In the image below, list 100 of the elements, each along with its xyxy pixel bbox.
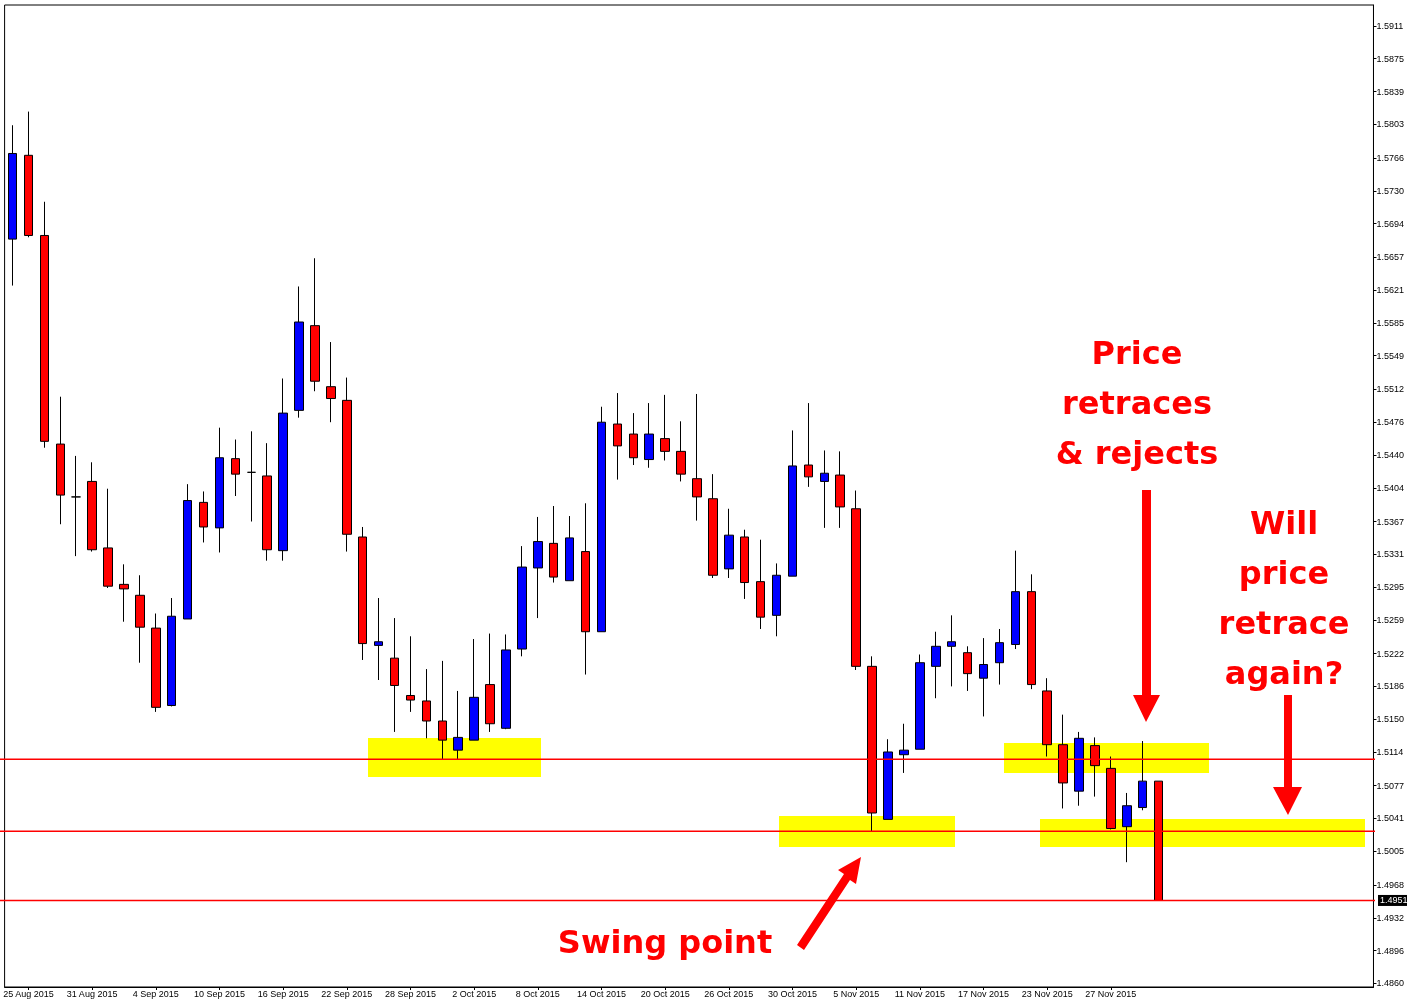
candlestick [772, 562, 781, 637]
y-tick-label: 1.5186 [1376, 681, 1404, 692]
candlestick [87, 461, 97, 553]
candlestick [597, 406, 606, 633]
y-tick-label: 1.5295 [1376, 582, 1404, 593]
y-tick-label: 1.5367 [1376, 516, 1404, 527]
y-tick-label: 1.5259 [1376, 614, 1404, 625]
candlestick [183, 483, 192, 620]
candlestick [1122, 792, 1132, 863]
candlestick [294, 285, 304, 419]
candlestick [947, 614, 956, 687]
y-tick-label: 1.5404 [1376, 482, 1404, 493]
y-tick-label: 1.4932 [1376, 912, 1404, 923]
candlestick [278, 377, 288, 562]
y-tick-label: 1.5077 [1376, 780, 1404, 791]
y-tick-label: 1.5440 [1376, 450, 1404, 461]
y-tick-label: 1.5911 [1376, 20, 1404, 31]
x-tick-label: 14 Oct 2015 [576, 988, 627, 999]
candlestick [56, 396, 65, 525]
y-tick-label: 1.5476 [1376, 417, 1404, 428]
y-tick-label: 1.5222 [1376, 648, 1404, 659]
candlestick [533, 516, 543, 619]
x-tick-label: 30 Oct 2015 [767, 988, 818, 999]
candlestick [549, 505, 558, 584]
candlestick [644, 402, 654, 469]
x-tick-label: 22 Sep 2015 [321, 988, 373, 999]
candlestick [915, 654, 925, 750]
y-tick-label: 1.5839 [1376, 86, 1404, 97]
candlestick [883, 738, 893, 820]
candlestick [103, 488, 113, 589]
annotation: Price retraces & rejects [1055, 334, 1219, 472]
candlestick [708, 473, 718, 579]
candlestick [40, 201, 49, 449]
candlestick [851, 490, 861, 671]
candlestick [406, 635, 415, 713]
candlestick [756, 539, 765, 630]
y-tick-label: 1.5512 [1376, 384, 1404, 395]
x-tick-label: 20 Oct 2015 [640, 988, 690, 999]
candlestick [135, 574, 145, 664]
y-tick-label: 1.4896 [1376, 945, 1404, 956]
candlestick [804, 402, 813, 488]
candlestick [422, 668, 431, 739]
candlestick [676, 420, 686, 482]
y-tick-label: 1.5041 [1376, 813, 1404, 824]
y-tick-label: 1.4968 [1376, 879, 1404, 890]
y-tick-label: 1.5694 [1376, 218, 1404, 229]
candlestick [262, 442, 272, 562]
annotation: Will price retrace again? [1218, 504, 1350, 692]
ref-line-label: 1.4951 [1380, 895, 1407, 906]
candlestick [501, 633, 511, 730]
x-tick-label: 5 Nov 2015 [833, 988, 880, 999]
candlestick [979, 637, 988, 717]
candlestick [629, 412, 638, 466]
candlestick [374, 597, 383, 681]
y-tick-label: 1.5766 [1376, 153, 1404, 164]
y-tick-label: 1.4860 [1376, 978, 1404, 989]
x-tick-label: 28 Sep 2015 [384, 988, 437, 999]
candlestick [581, 502, 590, 676]
candlestick [390, 617, 399, 733]
candlestick [215, 427, 224, 553]
candlestick [358, 526, 367, 661]
x-tick-label: 25 Aug 2015 [3, 988, 54, 999]
candlestick [613, 392, 622, 481]
candlestick [24, 111, 33, 238]
candlestick [167, 597, 176, 707]
x-tick-label: 4 Sep 2015 [132, 988, 179, 999]
candlestick [931, 631, 941, 699]
y-tick-label: 1.5005 [1376, 846, 1404, 857]
candlestick [660, 394, 670, 461]
candlestick [740, 529, 749, 600]
y-tick-label: 1.5621 [1376, 285, 1404, 296]
candlestick [565, 515, 574, 582]
candlestick [1138, 740, 1147, 811]
y-tick-label: 1.5585 [1376, 317, 1404, 328]
candlestick [724, 508, 734, 579]
x-tick-label: 10 Sep 2015 [193, 988, 245, 999]
candlestick [1011, 550, 1020, 650]
x-tick-label: 8 Oct 2015 [515, 988, 560, 999]
candlestick [71, 455, 81, 557]
candlestick [310, 257, 320, 392]
y-tick-label: 1.5803 [1376, 119, 1404, 130]
candlestick [517, 545, 527, 657]
x-tick-label: 17 Nov 2015 [957, 988, 1010, 999]
x-tick-label: 2 Oct 2015 [452, 988, 497, 999]
candlestick [1027, 573, 1036, 690]
candlestick [8, 124, 17, 287]
candlestick [788, 429, 797, 577]
y-tick-label: 1.5730 [1376, 185, 1404, 196]
x-tick-label: 26 Oct 2015 [704, 988, 754, 999]
candlestick [231, 439, 240, 497]
x-tick-label: 11 Nov 2015 [894, 988, 946, 999]
candlestick [899, 723, 909, 774]
x-tick-label: 31 Aug 2015 [66, 988, 118, 999]
annotation: Swing point [557, 923, 773, 961]
candlestick [247, 430, 256, 523]
y-tick-label: 1.5150 [1376, 714, 1404, 725]
x-tick-label: 23 Nov 2015 [1021, 988, 1073, 999]
candlestick [835, 450, 845, 529]
y-tick-label: 1.5549 [1376, 350, 1404, 361]
candlestick [1074, 731, 1084, 807]
